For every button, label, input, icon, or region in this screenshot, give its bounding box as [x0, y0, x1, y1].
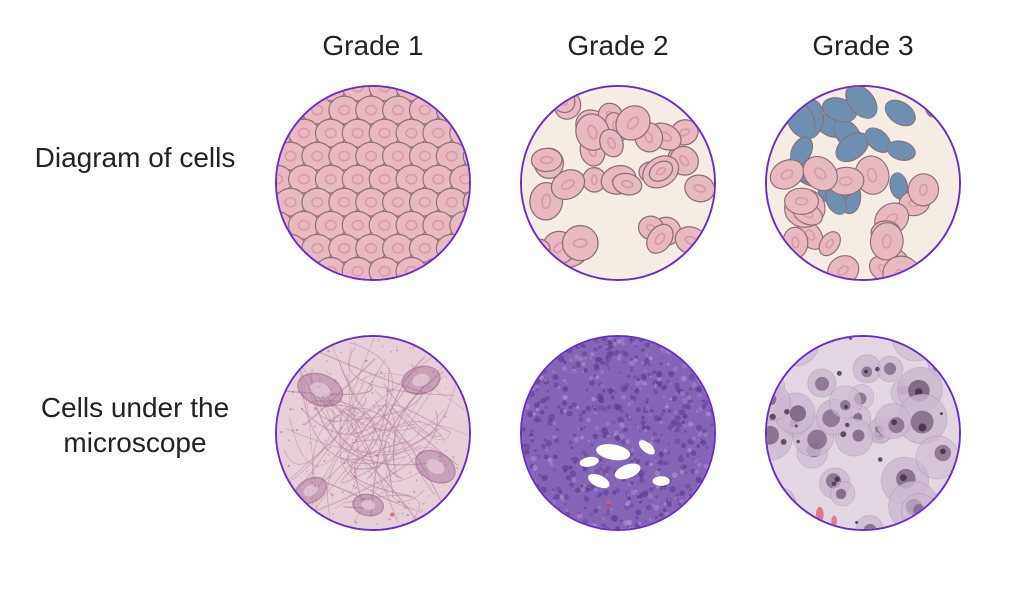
column-header-grade-1: Grade 1 [273, 30, 473, 62]
diagram-grade-2 [520, 85, 716, 281]
row-label-microscope: Cells under the microscope [30, 390, 240, 460]
microscope-grade-2 [520, 335, 716, 531]
microscope-grade-3 [765, 335, 961, 531]
diagram-grade-3 [765, 85, 961, 281]
column-header-grade-2: Grade 2 [518, 30, 718, 62]
microscope-grade-1 [275, 335, 471, 531]
diagram-grade-1 [275, 85, 471, 281]
row-label-diagram: Diagram of cells [30, 140, 240, 175]
column-header-grade-3: Grade 3 [763, 30, 963, 62]
